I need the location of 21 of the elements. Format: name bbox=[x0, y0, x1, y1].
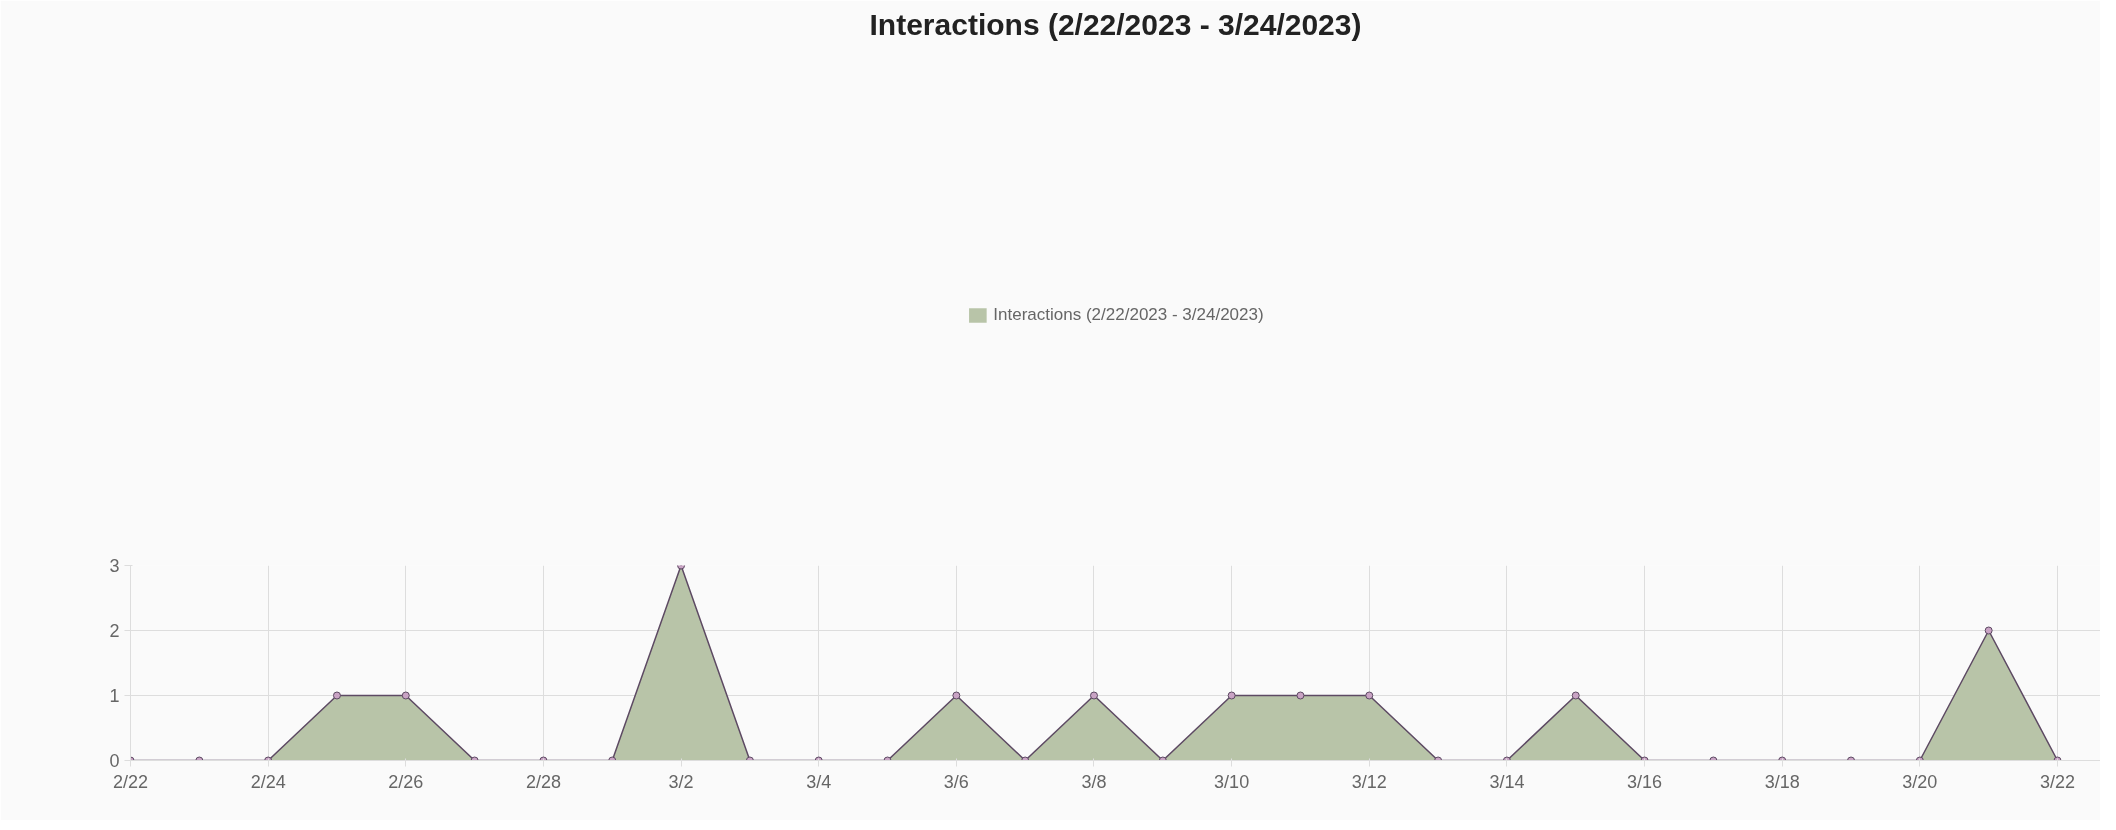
x-tick-label: 3/20 bbox=[1902, 771, 1938, 792]
x-tick-label: 2/22 bbox=[112, 771, 149, 792]
x-tick-label: 2/24 bbox=[250, 771, 286, 792]
x-tick-label: 3/12 bbox=[1351, 771, 1387, 792]
x-tick-label: 3/14 bbox=[1489, 771, 1525, 792]
x-tick-label: 3/6 bbox=[943, 771, 969, 792]
x-tick-label: 3/8 bbox=[1081, 771, 1107, 792]
x-tick-label: 2/28 bbox=[525, 771, 561, 792]
x-tick-label: 2/26 bbox=[388, 771, 424, 792]
x-tick-label: 3/16 bbox=[1627, 771, 1663, 792]
y-tick-label: 1 bbox=[109, 686, 120, 706]
x-tick-label: 3/4 bbox=[806, 771, 832, 792]
x-tick-label: 3/18 bbox=[1764, 771, 1800, 792]
x-tick-label: 3/2 bbox=[668, 771, 694, 792]
y-tick-label: 2 bbox=[109, 621, 120, 641]
legend-label: Interactions (2/22/2023 - 3/24/2023) bbox=[993, 305, 1264, 325]
x-tick-label: 3/10 bbox=[1214, 771, 1250, 792]
chart-title: Interactions (2/22/2023 - 3/24/2023) bbox=[869, 7, 1362, 41]
x-tick-label: 3/22 bbox=[2039, 771, 2076, 792]
y-tick-label: 0 bbox=[109, 751, 120, 771]
y-tick-label: 3 bbox=[109, 556, 120, 576]
